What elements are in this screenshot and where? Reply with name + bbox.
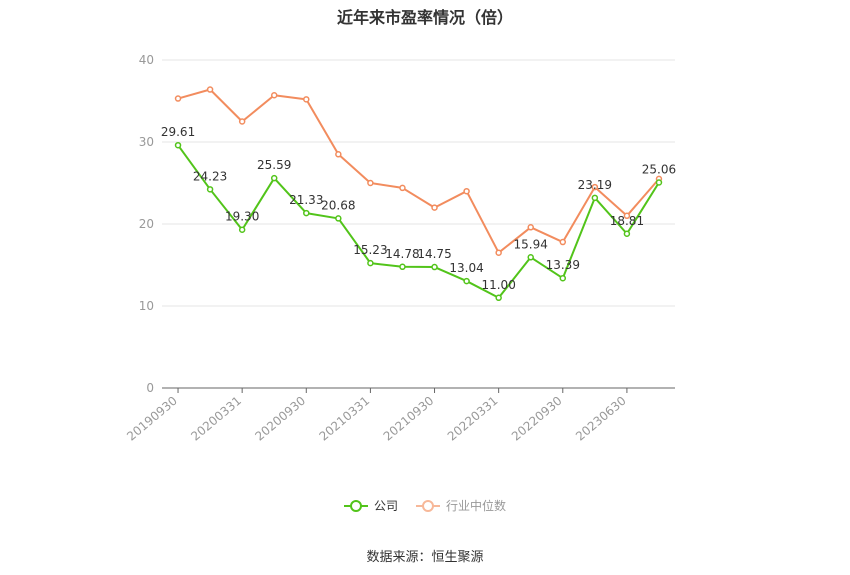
data-point-company: [399, 263, 406, 271]
data-point-company: [270, 174, 278, 182]
chart-legend: 公司 行业中位数: [0, 497, 850, 514]
legend-item-company[interactable]: 公司: [343, 497, 398, 514]
x-tick-label: 20210331: [317, 394, 373, 444]
data-point-industry-median: [399, 184, 406, 192]
data-point-company: [335, 215, 342, 222]
data-label: 19.30: [225, 210, 259, 224]
data-point-industry-median: [591, 183, 599, 191]
x-tick-label: 20220331: [445, 394, 501, 444]
data-label: 29.61: [161, 125, 195, 139]
y-tick-label: 30: [139, 135, 154, 149]
data-point-industry-median: [335, 151, 342, 158]
data-label: 15.94: [514, 237, 548, 251]
data-label: 25.06: [642, 163, 676, 177]
y-tick-label: 20: [139, 217, 154, 231]
data-point-company: [559, 274, 567, 282]
data-point-company: [367, 259, 374, 267]
series-line-industry-median: [177, 88, 660, 254]
data-label: 14.75: [417, 247, 451, 261]
data-label: 15.23: [353, 243, 387, 257]
data-label: 13.39: [546, 258, 580, 272]
data-point-company: [495, 294, 502, 302]
data-label: 21.33: [289, 193, 323, 207]
data-point-industry-median: [559, 238, 567, 246]
data-point-company: [655, 179, 663, 186]
data-label: 24.23: [193, 169, 227, 183]
data-point-industry-median: [303, 96, 310, 103]
data-point-company: [303, 209, 310, 217]
data-point-industry-median: [270, 92, 278, 99]
y-tick-label: 10: [139, 299, 154, 313]
data-point-company: [463, 277, 470, 285]
y-tick-label: 0: [146, 381, 154, 395]
data-label: 25.59: [257, 158, 291, 172]
data-label: 13.04: [449, 261, 483, 275]
data-label: 20.68: [321, 198, 355, 212]
data-source: 数据来源：恒生聚源: [366, 550, 484, 565]
data-point-industry-median: [367, 179, 374, 187]
y-tick-label: 40: [139, 53, 154, 67]
data-label: 23.19: [578, 178, 612, 192]
legend-label-company: 公司: [373, 499, 398, 513]
legend-swatch-company-icon: [343, 499, 368, 513]
data-point-company: [206, 186, 214, 193]
data-point-industry-median: [527, 224, 534, 231]
x-tick-label: 20230630: [573, 394, 629, 444]
x-tick-label: 20200331: [188, 394, 244, 444]
series-line-company: [177, 144, 660, 299]
data-point-company: [238, 226, 246, 233]
chart-title: 近年来市盈率情况（倍）: [336, 8, 513, 27]
data-point-industry-median: [174, 95, 182, 102]
legend-swatch-industry-icon: [416, 499, 440, 513]
legend-label-industry-median: 行业中位数: [446, 499, 507, 513]
data-label: 18.81: [610, 214, 644, 228]
data-point-company: [431, 263, 438, 271]
data-point-company: [174, 141, 182, 149]
data-point-industry-median: [238, 118, 246, 125]
x-tick-label: 20200930: [252, 394, 308, 444]
data-point-company: [623, 230, 631, 238]
data-point-company: [591, 194, 599, 202]
x-tick-label: 20210930: [381, 394, 437, 444]
data-point-industry-median: [431, 204, 438, 211]
data-point-industry-median: [623, 212, 631, 220]
data-point-industry-median: [495, 249, 502, 256]
data-label: 11.00: [481, 278, 515, 292]
data-point-industry-median: [463, 187, 470, 195]
data-point-company: [527, 254, 534, 261]
data-label: 14.78: [385, 247, 419, 261]
legend-item-industry-median[interactable]: 行业中位数: [416, 497, 506, 514]
data-point-industry-median: [206, 86, 214, 93]
x-tick-label: 20190930: [124, 394, 180, 444]
x-tick-label: 20220930: [509, 394, 565, 444]
